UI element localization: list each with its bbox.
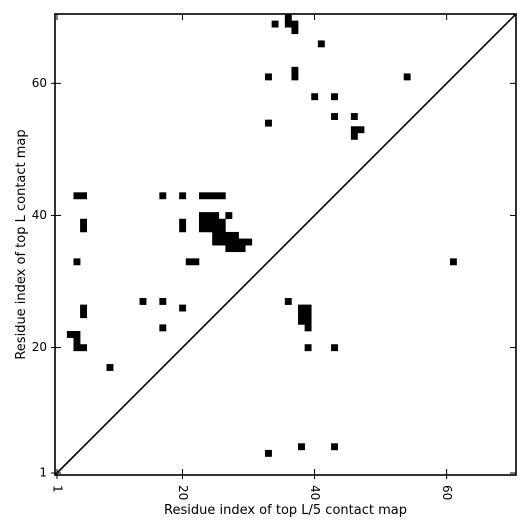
contact-cell: [232, 245, 239, 253]
contact-cell: [331, 443, 338, 451]
plot-frame: [54, 13, 517, 476]
contact-cell: [73, 337, 81, 345]
contact-cell: [198, 212, 206, 220]
contact-cell: [73, 258, 81, 266]
contact-cell: [350, 113, 358, 120]
contact-cell: [80, 304, 88, 312]
contact-cell: [291, 27, 299, 35]
contact-cell: [218, 238, 226, 246]
contact-cell: [225, 231, 233, 239]
contact-cell: [291, 20, 299, 28]
contact-cell: [350, 132, 358, 140]
contact-cell: [284, 297, 292, 305]
contact-cell: [298, 304, 305, 312]
contact-cell: [218, 231, 226, 239]
y-tick-label: 40: [32, 208, 47, 222]
contact-cell: [205, 192, 213, 200]
contact-cell: [218, 192, 226, 200]
x-tick-label: 20: [176, 485, 190, 500]
contact-cell: [159, 192, 167, 200]
contact-cell: [284, 20, 292, 28]
x-tick-label: 40: [308, 485, 322, 500]
contact-cell: [304, 324, 312, 332]
contact-cell: [225, 245, 233, 253]
y-tick-label: 20: [32, 340, 47, 354]
contact-cell: [311, 93, 319, 101]
contact-cell: [179, 218, 187, 226]
x-axis-label: Residue index of top L/5 contact map: [164, 503, 407, 518]
contact-cell: [179, 225, 187, 233]
contact-cell: [350, 126, 358, 134]
contact-cell: [298, 311, 305, 319]
y-axis-label: Residue index of top L contact map: [14, 129, 29, 359]
contact-cell: [80, 344, 88, 352]
contact-cell: [291, 66, 299, 74]
contact-cell: [265, 449, 272, 457]
contact-cell: [198, 218, 206, 226]
x-tick-label: 1: [50, 485, 64, 493]
contact-cell: [205, 212, 213, 220]
contact-cell: [218, 218, 226, 226]
contact-cell: [73, 331, 81, 338]
contact-cell: [298, 443, 305, 451]
contact-cell: [449, 258, 457, 266]
contact-cell: [298, 317, 305, 325]
contact-cell: [205, 225, 213, 233]
contact-cell: [159, 324, 167, 332]
contact-cell: [232, 238, 239, 246]
contact-cell: [73, 192, 81, 200]
contact-cell: [192, 258, 200, 266]
contact-cell: [304, 311, 312, 319]
contact-cell: [403, 73, 411, 81]
contact-cells-layer: [66, 14, 457, 457]
contact-cell: [317, 40, 325, 48]
contact-cell: [331, 93, 338, 101]
contact-cell: [218, 225, 226, 233]
contact-cell: [212, 192, 220, 200]
contact-cell: [212, 225, 220, 233]
contact-cell: [212, 218, 220, 226]
contact-cell: [66, 331, 74, 338]
contact-cell: [304, 344, 312, 352]
axis-ticks-layer: 1 20 40 60 1 20 40 60: [32, 14, 516, 500]
contact-cell: [80, 225, 88, 233]
contact-cell: [304, 317, 312, 325]
contact-cell: [225, 212, 233, 220]
contact-cell: [198, 225, 206, 233]
contact-cell: [232, 231, 239, 239]
y-tick-label: 1: [39, 466, 47, 480]
diagonal-line: [54, 13, 517, 476]
contact-cell: [179, 304, 187, 312]
contact-cell: [245, 238, 253, 246]
contact-cell: [159, 297, 167, 305]
contact-cell: [357, 126, 365, 134]
contact-cell: [284, 14, 292, 21]
contact-cell: [291, 73, 299, 81]
contact-cell: [106, 364, 114, 371]
x-tick-label: 60: [440, 485, 454, 500]
contact-cell: [212, 238, 220, 246]
contact-cell: [80, 218, 88, 226]
contact-cell: [225, 238, 233, 246]
contact-cell: [304, 304, 312, 312]
contact-cell: [179, 192, 187, 200]
contact-cell: [212, 231, 220, 239]
contact-cell: [198, 192, 206, 200]
contact-cell: [238, 238, 246, 246]
contact-cell: [271, 20, 279, 28]
y-tick-label: 60: [32, 76, 47, 90]
contact-cell: [331, 344, 338, 352]
contact-cell: [265, 119, 272, 127]
contact-cell: [331, 113, 338, 120]
contact-cell: [265, 73, 272, 81]
contact-cell: [80, 311, 88, 319]
contact-cell: [80, 192, 88, 200]
contact-cell: [185, 258, 193, 266]
contact-cell: [139, 297, 147, 305]
contact-cell: [212, 212, 220, 220]
contact-cell: [73, 344, 81, 352]
contact-cell: [205, 218, 213, 226]
contact-cell: [238, 245, 246, 253]
